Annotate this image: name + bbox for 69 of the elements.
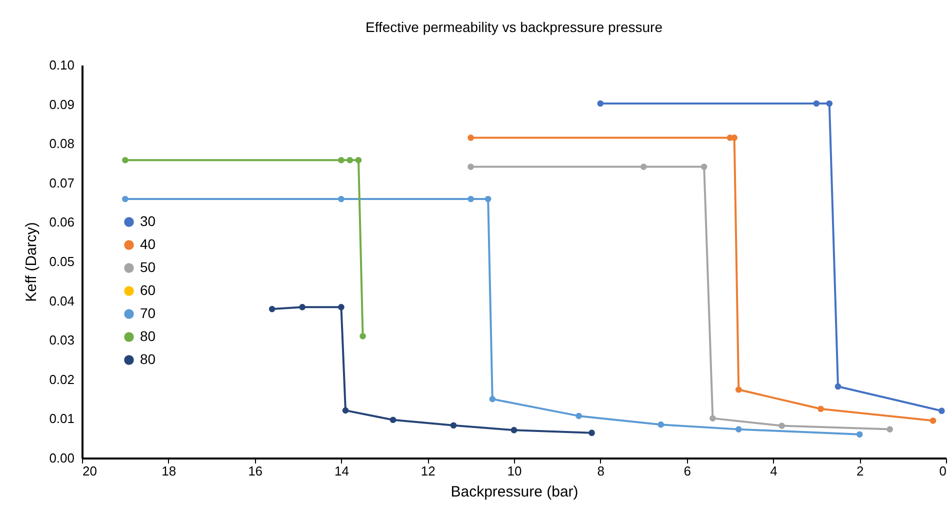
y-axis-title: Keff (Darcy) — [23, 222, 40, 302]
legend-label: 30 — [140, 213, 156, 229]
y-tick-label: 0.10 — [49, 58, 74, 72]
point — [299, 304, 306, 310]
legend-label: 60 — [140, 282, 156, 298]
point — [735, 426, 742, 432]
point — [510, 426, 518, 434]
x-tick-label: 10 — [507, 464, 522, 478]
x-tick-label: 8 — [597, 464, 605, 478]
legend-label: 40 — [140, 236, 156, 252]
x-tick-label: 20 — [82, 464, 97, 478]
x-tick-label: 2 — [856, 464, 864, 478]
y-tick-label: 0.08 — [49, 136, 74, 152]
legend-label: 50 — [140, 259, 156, 275]
y-tick-label: 0.02 — [49, 372, 74, 387]
y-tick-label: 0.03 — [49, 332, 74, 348]
x-tick-label: 12 — [420, 464, 436, 478]
point — [338, 156, 344, 164]
legend-label: 80 — [140, 328, 156, 344]
point — [813, 100, 820, 107]
point — [268, 306, 276, 312]
point — [597, 100, 604, 107]
point — [484, 196, 492, 202]
x-tick-label: 4 — [770, 464, 778, 478]
y-tick-label: 0.07 — [49, 175, 74, 190]
y-tick-label: 0.04 — [49, 293, 74, 308]
point — [468, 196, 474, 202]
point — [588, 430, 595, 436]
point — [450, 422, 457, 429]
point — [342, 407, 349, 414]
x-tick-label: 0 — [939, 464, 946, 478]
point — [856, 431, 863, 438]
point — [390, 416, 396, 424]
y-tick-label: 0.05 — [49, 254, 74, 269]
point — [468, 134, 474, 141]
point — [468, 164, 474, 170]
x-tick-label: 6 — [684, 464, 691, 478]
point — [338, 304, 344, 310]
point — [818, 406, 824, 412]
legend-label: 70 — [140, 305, 156, 321]
point — [640, 164, 647, 170]
point — [938, 408, 945, 414]
point — [355, 156, 362, 164]
point — [735, 386, 742, 393]
y-tick-label: 0.01 — [49, 411, 74, 426]
x-tick-label: 18 — [162, 464, 176, 478]
y-tick-label: 0.06 — [49, 214, 74, 230]
point — [930, 418, 936, 424]
point — [122, 196, 128, 202]
point — [700, 164, 708, 170]
point — [710, 415, 716, 422]
point — [360, 333, 366, 340]
legend-label: 80 — [140, 351, 156, 367]
x-axis-title: Backpressure (bar) — [450, 484, 578, 500]
x-tick-label: 14 — [334, 464, 349, 478]
point — [658, 421, 664, 428]
point — [576, 412, 582, 420]
point — [778, 422, 785, 429]
x-tick-label: 16 — [248, 464, 263, 478]
point — [834, 383, 842, 390]
point — [489, 396, 496, 402]
y-tick-label: 0.09 — [49, 96, 74, 112]
point — [346, 156, 353, 164]
point — [826, 100, 833, 107]
point — [122, 156, 128, 164]
chart-title: Effective permeability vs backpressure pressure — [366, 19, 663, 35]
point — [886, 426, 893, 432]
y-tick-label: 0.00 — [49, 450, 74, 466]
point — [338, 196, 344, 202]
